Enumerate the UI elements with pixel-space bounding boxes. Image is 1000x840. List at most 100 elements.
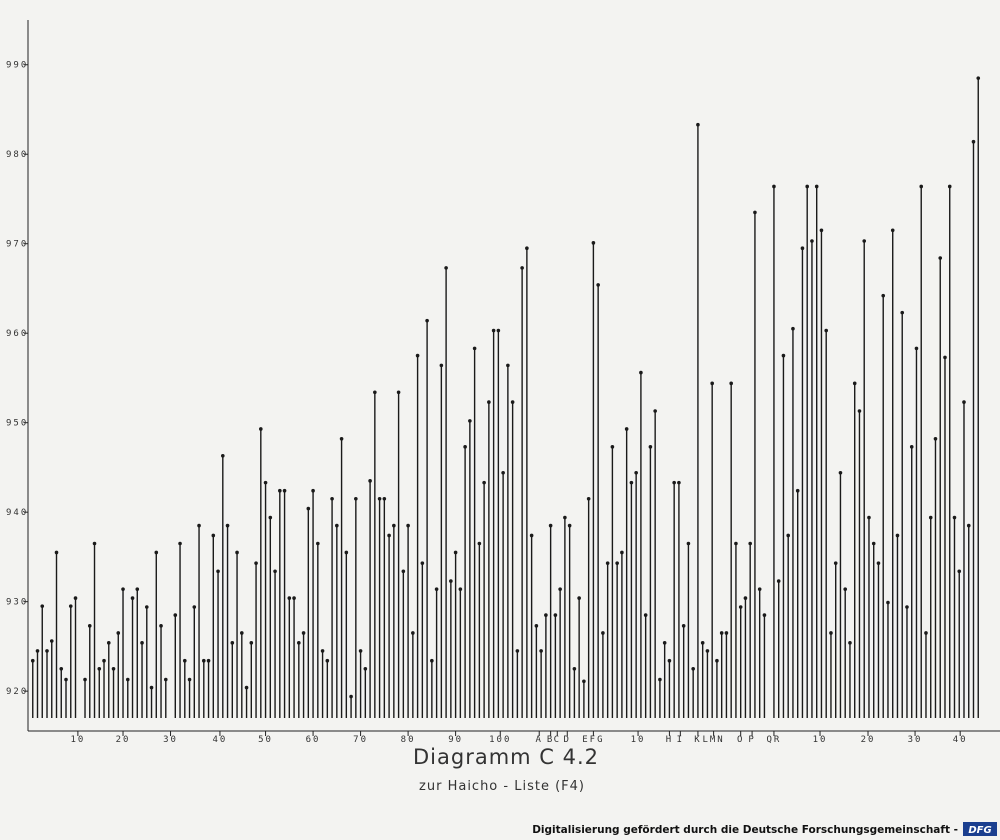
logo-box (963, 822, 997, 836)
stem-head (634, 471, 638, 475)
y-tick-label: 970 (6, 240, 28, 250)
stem-head (240, 631, 244, 635)
x-tick-label: 100 (489, 735, 511, 745)
x-tick-label: QR (767, 735, 782, 745)
stem-head (795, 488, 800, 493)
stem-head (791, 326, 795, 331)
stem-head (905, 605, 909, 609)
stem-head (377, 496, 382, 501)
x-tick-label: 40 (953, 735, 968, 745)
stem-head (335, 523, 339, 528)
stem-head (325, 658, 330, 663)
stem-head (482, 480, 486, 485)
stem-head (829, 631, 833, 635)
stem-head (59, 666, 64, 671)
stem-head (111, 666, 116, 671)
stem-head (909, 445, 914, 449)
stem-head (434, 587, 439, 591)
stem-head (933, 437, 938, 441)
stem-head (738, 605, 743, 609)
stem-head (244, 685, 249, 690)
y-tick-label: 920 (6, 687, 28, 697)
stem-head (358, 649, 363, 653)
stem-head (615, 561, 619, 565)
stem-head (724, 631, 729, 635)
stem-head (947, 184, 952, 189)
stem-head (425, 318, 429, 323)
x-tick-label: 20 (861, 735, 876, 745)
stem-head (97, 666, 102, 671)
stem-head (344, 550, 349, 555)
x-tick-label: 20 (116, 735, 131, 745)
chart-subtitle: zur Haicho - Liste (F4) (419, 779, 585, 794)
stem-head (87, 624, 92, 628)
x-tick-label: P (748, 735, 755, 745)
x-tick-label: B (547, 735, 554, 745)
stem-head (881, 293, 886, 298)
stem-head (900, 310, 905, 315)
stem-head (415, 353, 420, 358)
stem-head (510, 400, 515, 404)
x-tick-label: 80 (401, 735, 416, 745)
stem-head (116, 631, 121, 635)
stem-head (672, 480, 676, 485)
stem-head (363, 666, 368, 671)
x-tick-label: 10 (631, 735, 646, 745)
stem-head (192, 605, 197, 609)
stem-head (852, 381, 857, 386)
stem-head (278, 488, 282, 493)
stem-head (449, 579, 453, 583)
stem-head (520, 266, 524, 270)
x-tick-label: 70 (353, 735, 368, 745)
stem-head (781, 353, 786, 358)
x-tick-label: I (677, 735, 684, 745)
stem-head (867, 515, 871, 520)
stem-head (710, 381, 714, 386)
stem-head (273, 569, 277, 574)
stem-head (591, 241, 596, 245)
stem-head (876, 561, 881, 565)
x-tick-label: EFG (582, 735, 604, 745)
stem-head (173, 613, 178, 617)
x-tick-label: O (737, 735, 744, 745)
stem-head (268, 515, 273, 520)
stem-head (582, 679, 586, 684)
stem-head (515, 649, 520, 653)
stem-head (68, 604, 73, 608)
stem-head (368, 479, 372, 483)
stem-head (952, 515, 957, 520)
stem-head (548, 523, 553, 528)
stem-head (225, 523, 230, 528)
stem-head (529, 533, 534, 538)
stem-head (406, 523, 410, 528)
stem-head (411, 631, 415, 635)
stem-head (216, 569, 220, 574)
stem-head (292, 596, 296, 600)
stem-head (373, 390, 377, 395)
stem-head (458, 587, 463, 591)
stem-head (667, 658, 672, 663)
stem-head (102, 658, 106, 663)
stem-head (201, 658, 206, 663)
stem-head (862, 239, 867, 243)
stem-head (187, 677, 192, 682)
x-tick-label: A (536, 735, 543, 745)
y-tick-label: 950 (6, 419, 28, 429)
stem-head (249, 641, 254, 645)
stem-head (382, 496, 387, 501)
x-tick-label: D (564, 735, 571, 745)
stem-head (396, 390, 401, 395)
stem-head (748, 541, 752, 546)
stem-head (64, 677, 68, 682)
stem-head (496, 328, 501, 333)
stem-head (83, 677, 87, 682)
stem-head (73, 596, 78, 600)
stem-head (354, 496, 358, 501)
x-tick-label: 10 (70, 735, 85, 745)
stem-head (743, 596, 748, 600)
x-tick-label: K (694, 735, 701, 745)
stem-head (843, 587, 848, 591)
stem-head (297, 641, 301, 645)
stem-head (971, 139, 976, 144)
